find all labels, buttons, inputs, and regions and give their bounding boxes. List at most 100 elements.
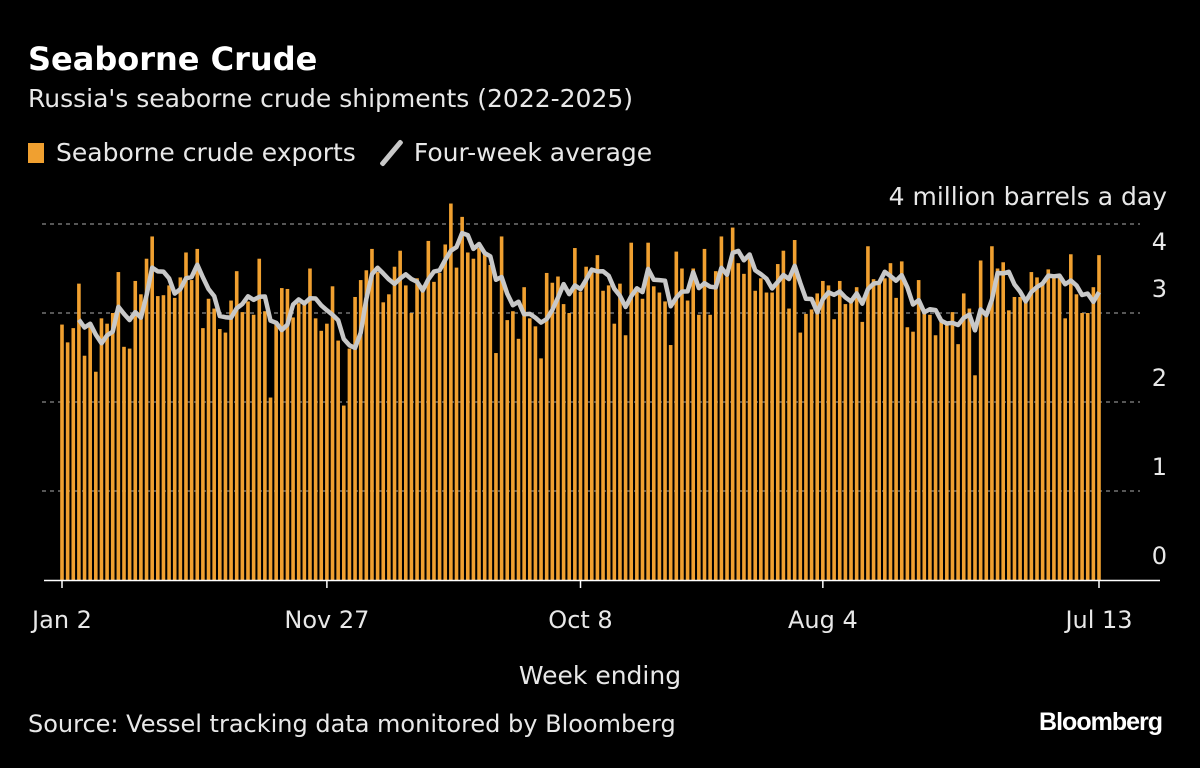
bar [719,236,724,580]
chart-subtitle: Russia's seaborne crude shipments (2022-… [28,84,634,113]
bar [218,329,222,580]
bar [770,292,774,580]
bar [826,285,831,580]
bar [449,203,453,580]
bar [651,286,656,580]
bar [533,326,538,580]
bar [623,335,628,580]
bar [916,280,921,580]
bar [792,240,797,580]
bar [578,291,583,580]
bar [257,258,262,580]
bar [522,287,526,580]
bar [550,282,555,580]
bar [928,314,932,580]
bar [330,286,335,580]
bar [854,287,859,580]
bar [674,251,679,580]
bar [871,279,876,580]
bar [1001,262,1005,580]
bar [358,280,363,580]
bar [511,311,515,580]
bar [595,255,600,580]
bar [1074,294,1079,580]
bar [274,323,278,580]
bar [201,328,205,580]
bar [759,278,763,580]
bar [956,344,960,580]
bar [1023,301,1028,580]
bar [1018,296,1022,580]
bar [973,375,977,580]
bar [319,330,324,580]
bar [313,318,318,580]
bar [291,317,295,580]
bar [409,313,414,580]
bar [353,296,357,580]
bar [296,303,301,580]
bar [832,319,836,580]
bar [697,314,701,580]
bar [527,318,532,580]
bar [601,290,605,580]
bar [967,308,972,580]
bar [736,263,741,580]
bar [212,308,216,580]
bar [747,253,752,580]
bar [82,355,87,580]
bar [206,298,211,580]
bar [894,297,898,580]
y-tick-label: 1 [1152,453,1167,481]
bloomberg-logo: Bloomberg [1039,708,1163,736]
bar [1052,274,1056,580]
bar [285,288,290,580]
x-tick-label: Jan 2 [30,606,92,634]
bar [1063,318,1067,580]
bar [668,345,673,580]
bar [184,252,188,581]
bar [167,285,171,580]
bar [939,321,943,580]
bar [443,244,448,580]
bar [398,250,402,580]
bar [1029,272,1034,580]
bar [1012,296,1017,580]
bar [426,240,431,580]
bar [1085,313,1090,580]
bar [229,300,233,580]
bar [725,276,729,580]
bar [465,252,470,581]
bar [268,397,273,580]
bar [764,292,769,580]
bar [325,323,329,580]
bar [635,291,639,580]
bar [618,283,622,580]
bar [482,253,487,580]
bar [195,248,200,581]
bar [984,316,989,580]
bar [336,340,340,580]
bar [573,248,577,580]
bar [1007,310,1011,580]
bar [1097,255,1101,580]
bar [94,371,98,580]
bar [251,314,256,580]
bar [415,278,419,580]
bar [161,295,166,580]
bar [364,270,369,580]
bar [1080,313,1084,580]
bar [877,283,882,580]
bar [860,321,865,580]
bar [263,311,267,580]
bar [150,236,154,580]
bar [116,272,121,580]
bar [589,272,594,580]
bar [387,294,391,580]
bar [708,314,712,580]
bar [347,348,352,580]
bar [99,318,104,580]
bar [172,297,177,580]
bar [606,285,611,580]
bar [133,280,138,580]
